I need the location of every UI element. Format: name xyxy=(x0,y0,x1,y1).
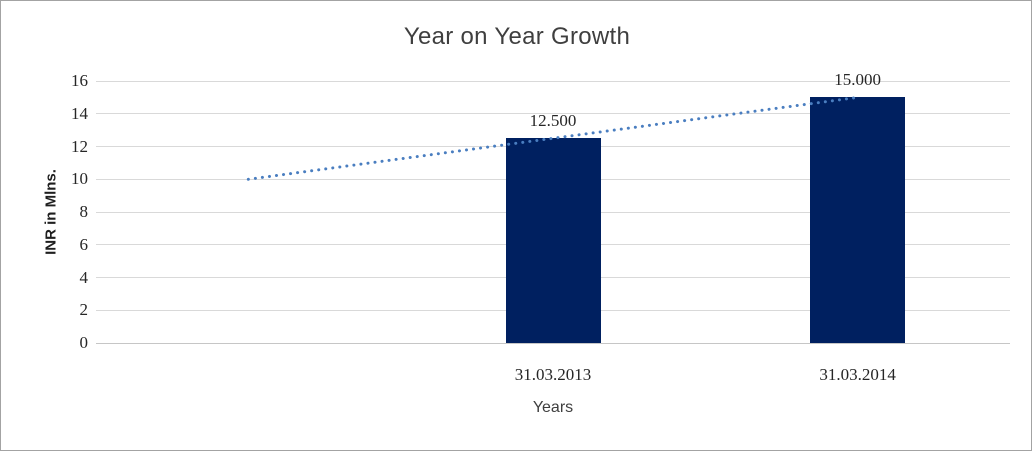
y-axis-tick-label: 2 xyxy=(79,300,89,320)
y-axis-tick-label: 6 xyxy=(79,234,89,254)
y-axis-tick-label: 12 xyxy=(71,136,88,156)
bar-31.03.2014 xyxy=(810,97,906,343)
x-axis-tick-label: 31.03.2013 xyxy=(514,365,592,384)
chart-title: Year on Year Growth xyxy=(403,23,631,50)
plot-area: 0 2 4 6 8 10 12 14 16 12.500 31.03.2013 15.000 31.03… xyxy=(71,70,1010,384)
y-axis-tick-label: 14 xyxy=(71,103,88,123)
x-axis-line xyxy=(96,342,1010,344)
x-axis-title: Years xyxy=(532,399,574,416)
y-axis-title: INR in Mlns. xyxy=(42,169,60,255)
y-axis-tick-label: 4 xyxy=(79,267,89,287)
bar-31.03.2013 xyxy=(505,138,601,343)
y-axis-tick-label: 0 xyxy=(79,333,89,352)
x-axis-tick-label: 31.03.2014 xyxy=(819,365,896,384)
y-axis-tick-label: 16 xyxy=(71,71,88,90)
y-gridline xyxy=(96,80,1010,82)
y-axis-tick-label: 10 xyxy=(71,169,88,189)
y-axis-tick-label: 8 xyxy=(79,202,89,221)
bar-data-label: 12.500 xyxy=(529,111,577,131)
bar-data-label: 15.000 xyxy=(834,70,882,90)
